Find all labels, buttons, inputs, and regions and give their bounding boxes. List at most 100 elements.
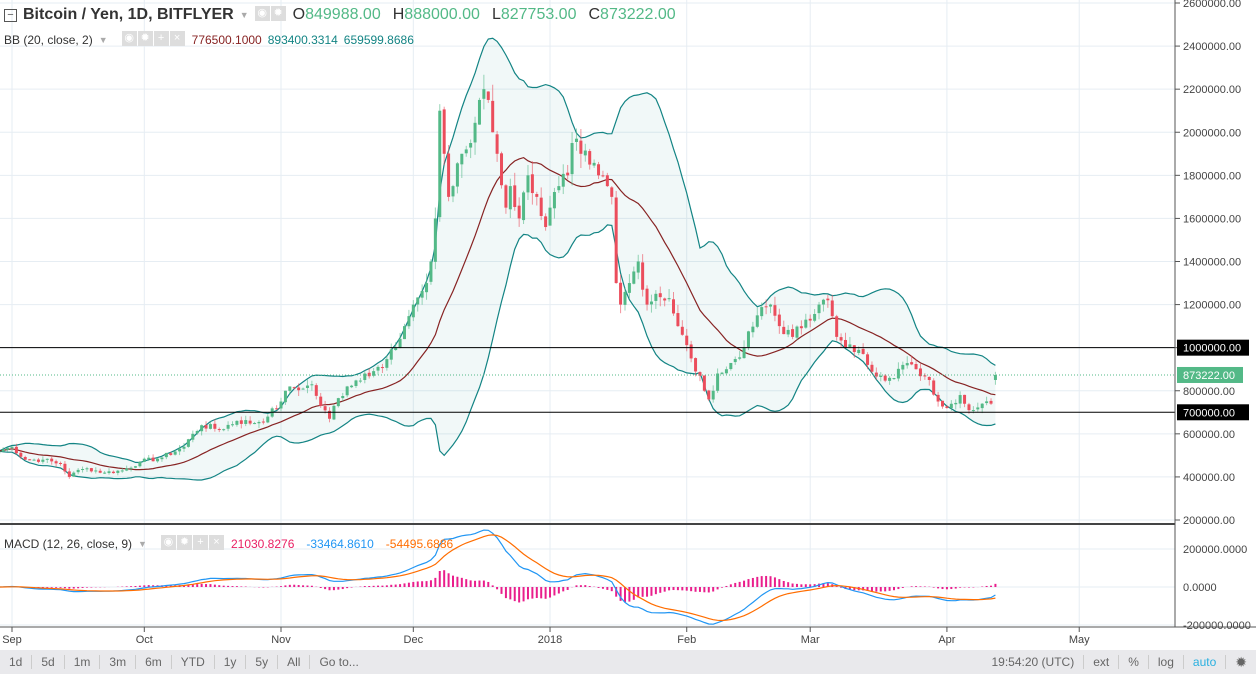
candle-body: [6, 447, 10, 450]
candle-body: [363, 373, 367, 380]
candle-body: [142, 458, 146, 462]
candle-body: [261, 421, 265, 423]
goto-button[interactable]: Go to...: [319, 655, 359, 669]
range-3m[interactable]: 3m: [100, 655, 137, 669]
candle-body: [773, 305, 777, 316]
candle-body: [151, 457, 155, 462]
candle-body: [402, 326, 406, 340]
candle-body: [81, 469, 85, 471]
macd-legend: MACD (12, 26, close, 9) ▼ ◉ ✹ + × 21030.8276…: [4, 535, 453, 553]
eye-icon[interactable]: ◉: [121, 31, 137, 46]
bb-basis-line: [0, 156, 996, 471]
candle-body: [173, 451, 177, 455]
candle-body: [835, 316, 839, 337]
price-tick-label: 2400000.00: [1183, 41, 1241, 53]
candle-body: [226, 424, 230, 429]
gear-icon[interactable]: ✹: [176, 535, 192, 550]
chevron-down-icon[interactable]: ▼: [239, 10, 249, 20]
range-5d[interactable]: 5d: [32, 655, 65, 669]
close-value: 873222.00: [600, 6, 676, 23]
candle-body: [460, 153, 464, 165]
candle-body: [729, 362, 733, 370]
candle-body: [354, 380, 358, 386]
candle-body: [993, 374, 997, 380]
close-icon[interactable]: ×: [169, 31, 185, 46]
candle-body: [169, 453, 173, 455]
candle-body: [314, 385, 318, 396]
plus-icon[interactable]: +: [153, 31, 169, 46]
candle-body: [120, 470, 124, 472]
candle-body: [138, 461, 142, 467]
candle-body: [50, 458, 54, 462]
chevron-down-icon[interactable]: ▼: [98, 35, 108, 45]
candle-body: [103, 472, 107, 474]
horizontal-line-label: 700000.00: [1183, 407, 1235, 419]
macd-signal-value: -54495.6886: [385, 537, 454, 551]
range-ytd[interactable]: YTD: [172, 655, 215, 669]
bb-legend: BB (20, close, 2) ▼ ◉ ✹ + × 776500.1000 8934…: [4, 31, 414, 49]
low-label: L: [491, 6, 501, 23]
candle-body: [482, 89, 486, 99]
plus-icon[interactable]: +: [192, 535, 208, 550]
range-1m[interactable]: 1m: [65, 655, 101, 669]
candle-body: [755, 315, 759, 327]
candle-body: [742, 347, 746, 359]
candle-body: [588, 151, 592, 165]
candle-body: [147, 457, 151, 460]
range-6m[interactable]: 6m: [136, 655, 172, 669]
candle-body: [610, 187, 614, 197]
candle-body: [508, 186, 512, 210]
eye-icon[interactable]: ◉: [160, 535, 176, 550]
candle-body: [843, 339, 847, 348]
collapse-icon[interactable]: −: [4, 8, 17, 22]
candle-body: [416, 297, 420, 305]
gear-icon[interactable]: ✹: [270, 6, 286, 21]
candle-body: [67, 471, 71, 477]
range-all[interactable]: All: [278, 655, 311, 669]
bb-label[interactable]: BB (20, close, 2): [4, 33, 93, 47]
price-tick-label: 2600000.00: [1183, 0, 1241, 10]
candle-body: [980, 403, 984, 409]
range-1d[interactable]: 1d: [0, 655, 33, 669]
candle-body: [786, 329, 790, 335]
candle-body: [129, 467, 133, 469]
candle-body: [945, 406, 949, 408]
candle-body: [544, 216, 548, 228]
candle-body: [433, 218, 437, 262]
candle-body: [985, 401, 989, 404]
candle-body: [266, 416, 270, 423]
symbol-title[interactable]: Bitcoin / Yen, 1D, BITFLYER: [23, 6, 234, 23]
chevron-down-icon[interactable]: ▼: [138, 539, 147, 549]
close-icon[interactable]: ×: [208, 535, 224, 550]
bb-upper-line: [0, 37, 996, 464]
range-1y[interactable]: 1y: [215, 655, 247, 669]
ext-button[interactable]: ext: [1084, 655, 1120, 669]
candle-body: [654, 293, 658, 301]
candle-body: [694, 358, 698, 372]
candle-body: [111, 471, 115, 474]
auto-button[interactable]: auto: [1184, 655, 1227, 669]
range-5y[interactable]: 5y: [246, 655, 279, 669]
macd-label[interactable]: MACD (12, 26, close, 9): [4, 537, 133, 551]
candle-body: [345, 386, 349, 396]
price-tick-label: 200000.00: [1183, 515, 1235, 527]
candle-body: [663, 298, 667, 301]
open-value: 849988.00: [305, 6, 381, 23]
candle-body: [936, 394, 940, 402]
eye-icon[interactable]: ◉: [254, 6, 270, 21]
percent-button[interactable]: %: [1119, 655, 1149, 669]
candle-body: [23, 457, 27, 460]
macd-tick-label: -200000.0000: [1183, 620, 1251, 632]
time-tick-label: Nov: [271, 634, 291, 646]
candle-body: [548, 207, 552, 226]
candle-body: [394, 347, 398, 351]
candle-body: [59, 462, 63, 464]
gear-icon[interactable]: ✹: [1235, 654, 1247, 670]
gear-icon[interactable]: ✹: [137, 31, 153, 46]
macd-line-value: -33464.8610: [306, 537, 374, 551]
candle-body: [821, 299, 825, 305]
candle-body: [279, 401, 283, 409]
log-button[interactable]: log: [1149, 655, 1184, 669]
candle-body: [72, 472, 76, 477]
clock-time[interactable]: 19:54:20 (UTC): [983, 655, 1085, 669]
